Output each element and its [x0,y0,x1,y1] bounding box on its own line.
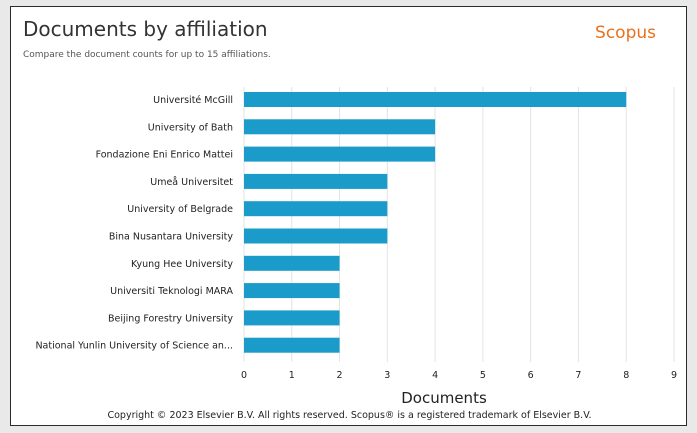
category-label: University of Bath [148,122,233,133]
chart-card: Documents by affiliation Compare the doc… [10,6,687,426]
category-label: Kyung Hee University [131,259,233,270]
scopus-logo: Scopus [595,23,656,43]
x-tick-label: 8 [623,370,629,381]
x-tick-label: 2 [337,370,343,381]
bar [244,283,340,299]
bar [244,228,388,244]
copyright-notice: Copyright © 2023 Elsevier B.V. All right… [107,410,592,421]
x-tick-label: 7 [575,370,581,381]
x-axis-label: Documents [401,389,487,407]
chart-title: Documents by affiliation [23,17,268,41]
bar [244,255,340,271]
x-tick-label: 5 [480,370,486,381]
category-label: Bina Nusantara University [109,232,234,243]
bar [244,119,436,135]
x-tick-label: 1 [289,370,295,381]
x-tick-label: 9 [671,370,677,381]
category-label: Université McGill [153,95,233,106]
category-label: Beijing Forestry University [108,313,233,324]
category-label: University of Belgrade [127,204,233,215]
category-label: Fondazione Eni Enrico Mattei [96,150,233,161]
x-tick-label: 0 [241,370,247,381]
x-tick-label: 6 [528,370,534,381]
bar [244,92,627,107]
chart-subtitle: Compare the document counts for up to 15… [23,50,271,60]
bar [244,337,340,353]
bar [244,173,388,189]
category-label: Universiti Teknologi MARA [110,286,233,297]
bar-chart: 0 1 2 3 4 5 6 7 8 9 Université McGill University of… [35,87,677,407]
bar [244,201,388,217]
x-tick-label: 3 [384,370,390,381]
bar [244,146,436,162]
bar [244,310,340,326]
x-tick-label: 4 [432,370,438,381]
category-label: Umeå Universitet [150,177,233,188]
category-label: National Yunlin University of Science an… [35,341,233,352]
